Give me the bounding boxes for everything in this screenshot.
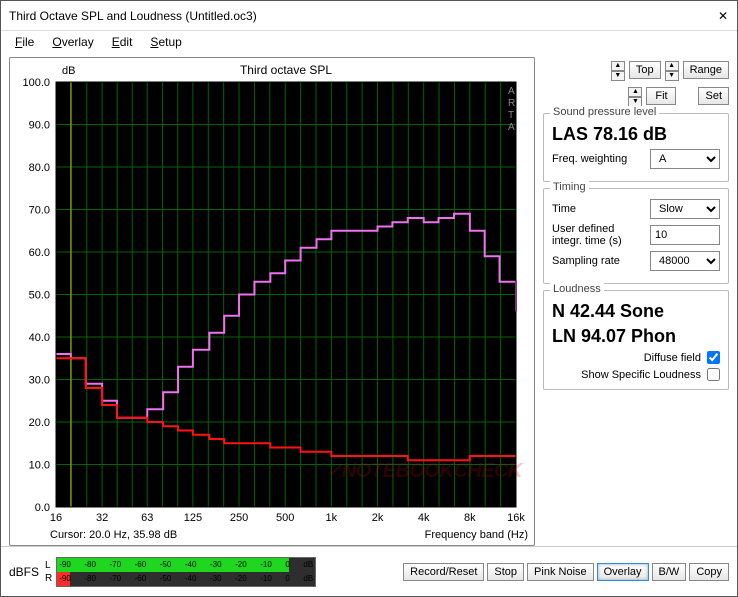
integr-input[interactable]	[650, 225, 720, 245]
pink-noise-button[interactable]: Pink Noise	[527, 563, 594, 581]
fit-spinner[interactable]: ▲▼	[628, 87, 642, 107]
range-button[interactable]: Range	[683, 61, 729, 79]
top-spinner[interactable]: ▲▼	[611, 61, 625, 81]
time-select[interactable]: Slow	[650, 199, 720, 219]
set-button[interactable]: Set	[698, 87, 729, 105]
svg-text:dB: dB	[62, 65, 75, 77]
meter-R-track: -90-80-70-60-50-40-30-20-100dB	[57, 572, 315, 586]
sone-reading: N 42.44 Sone	[552, 301, 720, 322]
copy-button[interactable]: Copy	[689, 563, 729, 581]
ssl-label: Show Specific Loudness	[581, 369, 701, 381]
svg-text:32: 32	[96, 512, 108, 524]
timing-legend: Timing	[550, 181, 589, 193]
sr-select[interactable]: 48000	[650, 251, 720, 271]
svg-text:63: 63	[141, 512, 153, 524]
record-reset-button[interactable]: Record/Reset	[403, 563, 484, 581]
svg-text:1k: 1k	[326, 512, 338, 524]
top-button[interactable]: Top	[629, 61, 661, 79]
time-label: Time	[552, 203, 576, 215]
cursor-readout: Cursor: 20.0 Hz, 35.98 dB	[50, 529, 177, 541]
menu-edit[interactable]: Edit	[104, 33, 141, 51]
titlebar: Third Octave SPL and Loudness (Untitled.…	[1, 1, 737, 31]
x-axis-label: Frequency band (Hz)	[425, 529, 528, 541]
overlay-button[interactable]: Overlay	[597, 563, 649, 581]
svg-text:A: A	[508, 122, 515, 133]
svg-text:30.0: 30.0	[29, 375, 50, 387]
level-meter: -90-80-70-60-50-40-30-20-100dB -90-80-70…	[56, 557, 316, 587]
svg-text:2k: 2k	[372, 512, 384, 524]
menubar: File Overlay Edit Setup	[1, 31, 737, 53]
integr-label: User defined integr. time (s)	[552, 223, 642, 247]
svg-text:10.0: 10.0	[29, 460, 50, 472]
menu-overlay[interactable]: Overlay	[44, 33, 101, 51]
sr-label: Sampling rate	[552, 255, 620, 267]
freq-weighting-select[interactable]: A	[650, 149, 720, 169]
dbfs-label: dBFS	[9, 565, 39, 579]
spl-reading: LAS 78.16 dB	[552, 124, 720, 145]
loudness-fieldset: Loudness N 42.44 Sone LN 94.07 Phon Diff…	[543, 290, 729, 390]
diffuse-checkbox[interactable]	[707, 351, 720, 364]
bottom-bar: dBFS L R -90-80-70-60-50-40-30-20-100dB …	[1, 546, 737, 596]
range-spinner[interactable]: ▲▼	[665, 61, 679, 81]
svg-text:250: 250	[230, 512, 248, 524]
meter-L-track: -90-80-70-60-50-40-30-20-100dB	[57, 558, 315, 572]
svg-text:4k: 4k	[418, 512, 430, 524]
svg-text:A: A	[508, 86, 515, 97]
svg-text:70.0: 70.0	[29, 205, 50, 217]
svg-text:80.0: 80.0	[29, 162, 50, 174]
timing-fieldset: Timing Time Slow User defined integr. ti…	[543, 188, 729, 284]
menu-setup[interactable]: Setup	[142, 33, 189, 51]
svg-text:8k: 8k	[464, 512, 476, 524]
window-title: Third Octave SPL and Loudness (Untitled.…	[9, 9, 717, 23]
chart-footer: Cursor: 20.0 Hz, 35.98 dB Frequency band…	[10, 527, 534, 545]
spl-legend: Sound pressure level	[550, 106, 659, 118]
ssl-checkbox[interactable]	[707, 368, 720, 381]
freq-weighting-label: Freq. weighting	[552, 153, 627, 165]
svg-text:0.0: 0.0	[35, 502, 50, 514]
bw-button[interactable]: B/W	[652, 563, 687, 581]
spl-fieldset: Sound pressure level LAS 78.16 dB Freq. …	[543, 113, 729, 182]
diffuse-label: Diffuse field	[644, 352, 701, 364]
svg-text:16k: 16k	[507, 512, 525, 524]
svg-text:40.0: 40.0	[29, 332, 50, 344]
svg-text:T: T	[508, 110, 514, 121]
loudness-legend: Loudness	[550, 283, 604, 295]
stop-button[interactable]: Stop	[487, 563, 524, 581]
menu-file[interactable]: File	[7, 33, 42, 51]
svg-text:125: 125	[184, 512, 202, 524]
meter-R-label: R	[45, 573, 52, 584]
svg-text:20.0: 20.0	[29, 417, 50, 429]
spl-chart: 0.0 10.0 20.0 30.0 40.0 50.0 60.0 70.0 80.0 90.0 1…	[10, 58, 534, 527]
svg-text:100.0: 100.0	[22, 77, 50, 89]
svg-text:R: R	[508, 98, 515, 109]
svg-text:500: 500	[276, 512, 294, 524]
phon-reading: LN 94.07 Phon	[552, 326, 720, 347]
fit-button[interactable]: Fit	[646, 87, 676, 105]
svg-text:16: 16	[50, 512, 62, 524]
svg-text:50.0: 50.0	[29, 290, 50, 302]
svg-text:90.0: 90.0	[29, 120, 50, 132]
meter-L-label: L	[45, 560, 52, 571]
svg-text:60.0: 60.0	[29, 247, 50, 259]
close-icon[interactable]: ✕	[717, 9, 729, 23]
chart-panel: 0.0 10.0 20.0 30.0 40.0 50.0 60.0 70.0 80.0 90.0 1…	[9, 57, 535, 546]
side-panel: ▲▼ Top ▲▼ Range ▲▼ Fit ▲▼ Set Sound pres…	[543, 57, 729, 546]
svg-text:Third octave SPL: Third octave SPL	[240, 63, 332, 77]
